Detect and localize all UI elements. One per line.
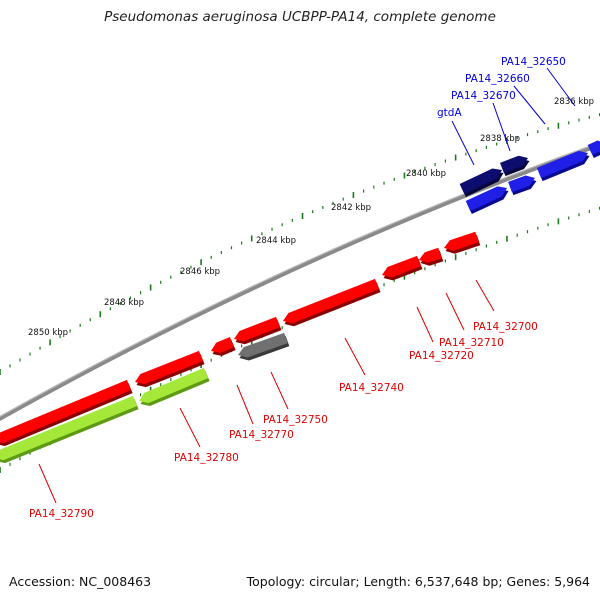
gene-pa14-32670-inner-body bbox=[508, 175, 535, 193]
gene-pa14-32670-outer-body bbox=[500, 155, 528, 174]
gene-pa14-32650-body bbox=[587, 140, 600, 155]
gene-label-pa14-32790[interactable]: PA14_32790 bbox=[29, 508, 94, 520]
backbone-arc bbox=[0, 142, 600, 422]
leader-line-1 bbox=[513, 85, 546, 125]
gene-pa14-32660-body bbox=[536, 150, 588, 179]
leader-line-7 bbox=[344, 337, 366, 376]
label-leader-lines bbox=[38, 67, 576, 504]
gene-pa14-32770 bbox=[211, 336, 236, 356]
gene-pa14-32770-body bbox=[211, 336, 235, 353]
gene-label-pa14-32780[interactable]: PA14_32780 bbox=[174, 452, 239, 464]
gene-pa14-32750-body bbox=[238, 332, 288, 358]
gene-label-gtda[interactable]: gtdA bbox=[437, 107, 462, 119]
leader-line-11 bbox=[38, 463, 57, 504]
leader-line-6 bbox=[416, 306, 434, 343]
scale-label-2840: 2840 kbp bbox=[406, 169, 446, 179]
scale-label-2848: 2848 kbp bbox=[104, 298, 144, 308]
scale-label-2842: 2842 kbp bbox=[331, 203, 371, 213]
gene-label-pa14-32670[interactable]: PA14_32670 bbox=[451, 90, 516, 102]
gene-pa14-32750-red-body bbox=[234, 316, 280, 342]
gene-label-pa14-32770[interactable]: PA14_32770 bbox=[229, 429, 294, 441]
gene-pa14-32780 bbox=[135, 350, 205, 388]
gene-pa14-32650 bbox=[587, 140, 600, 158]
gene-pa14-32790 bbox=[0, 379, 133, 447]
leader-line-0 bbox=[546, 67, 576, 107]
gene-pa14-32750 bbox=[238, 332, 290, 361]
gene-label-pa14-32650[interactable]: PA14_32650 bbox=[501, 56, 566, 68]
gene-gtda-inner bbox=[465, 186, 509, 214]
leader-line-3 bbox=[451, 120, 475, 166]
accession-text: Accession: NC_008463 bbox=[9, 574, 152, 589]
leader-line-8 bbox=[270, 371, 289, 410]
gene-pa14-32700-body bbox=[444, 231, 479, 251]
gene-pa14-32700 bbox=[444, 231, 481, 254]
rna-feature-2 bbox=[0, 395, 139, 464]
gene-gtda-outer bbox=[459, 168, 504, 197]
gene-label-pa14-32710[interactable]: PA14_32710 bbox=[439, 337, 504, 349]
gene-pa14-32720-body bbox=[382, 255, 421, 278]
rna-feature-2-body bbox=[0, 395, 138, 461]
gene-label-pa14-32700[interactable]: PA14_32700 bbox=[473, 321, 538, 333]
gene-pa14-32740 bbox=[283, 278, 381, 327]
gene-pa14-32660 bbox=[536, 150, 590, 182]
gene-pa14-32750-red bbox=[234, 316, 282, 345]
scale-label-2844: 2844 kbp bbox=[256, 236, 296, 246]
backbone-highlight bbox=[0, 141, 600, 418]
scale-label-2838: 2838 kbp bbox=[480, 134, 520, 144]
gene-features bbox=[0, 140, 600, 464]
leader-line-5 bbox=[445, 292, 465, 331]
leader-line-4 bbox=[475, 279, 495, 312]
rna-feature-1-body bbox=[139, 367, 209, 403]
gene-pa14-32670-inner bbox=[508, 175, 537, 196]
gene-pa14-32740-body bbox=[283, 278, 380, 324]
scale-label-2850: 2850 kbp bbox=[28, 328, 68, 338]
gene-pa14-32710-body bbox=[419, 247, 442, 263]
gene-pa14-32670-outer bbox=[500, 155, 530, 177]
leader-line-2 bbox=[492, 102, 511, 152]
gene-pa14-32720 bbox=[382, 255, 423, 281]
gene-label-pa14-32740[interactable]: PA14_32740 bbox=[339, 382, 404, 394]
map-title: Pseudomonas aeruginosa UCBPP-PA14, compl… bbox=[104, 9, 496, 25]
gene-label-pa14-32660[interactable]: PA14_32660 bbox=[465, 73, 530, 85]
gene-label-pa14-32750[interactable]: PA14_32750 bbox=[263, 414, 328, 426]
leader-line-10 bbox=[179, 407, 201, 448]
gene-pa14-32790-body bbox=[0, 379, 132, 444]
rna-feature-1 bbox=[139, 367, 210, 406]
scale-label-2836: 2836 kbp bbox=[554, 97, 594, 107]
gene-gtda-outer-body bbox=[459, 168, 502, 194]
scale-label-2846: 2846 kbp bbox=[180, 267, 220, 277]
genome-backbone bbox=[0, 141, 600, 422]
gene-pa14-32710 bbox=[419, 247, 444, 266]
genome-summary-text: Topology: circular; Length: 6,537,648 bp… bbox=[246, 574, 590, 589]
gene-gtda-inner-body bbox=[465, 186, 507, 211]
gene-pa14-32780-body bbox=[135, 350, 204, 385]
leader-line-9 bbox=[236, 384, 254, 425]
gene-label-pa14-32720[interactable]: PA14_32720 bbox=[409, 350, 474, 362]
